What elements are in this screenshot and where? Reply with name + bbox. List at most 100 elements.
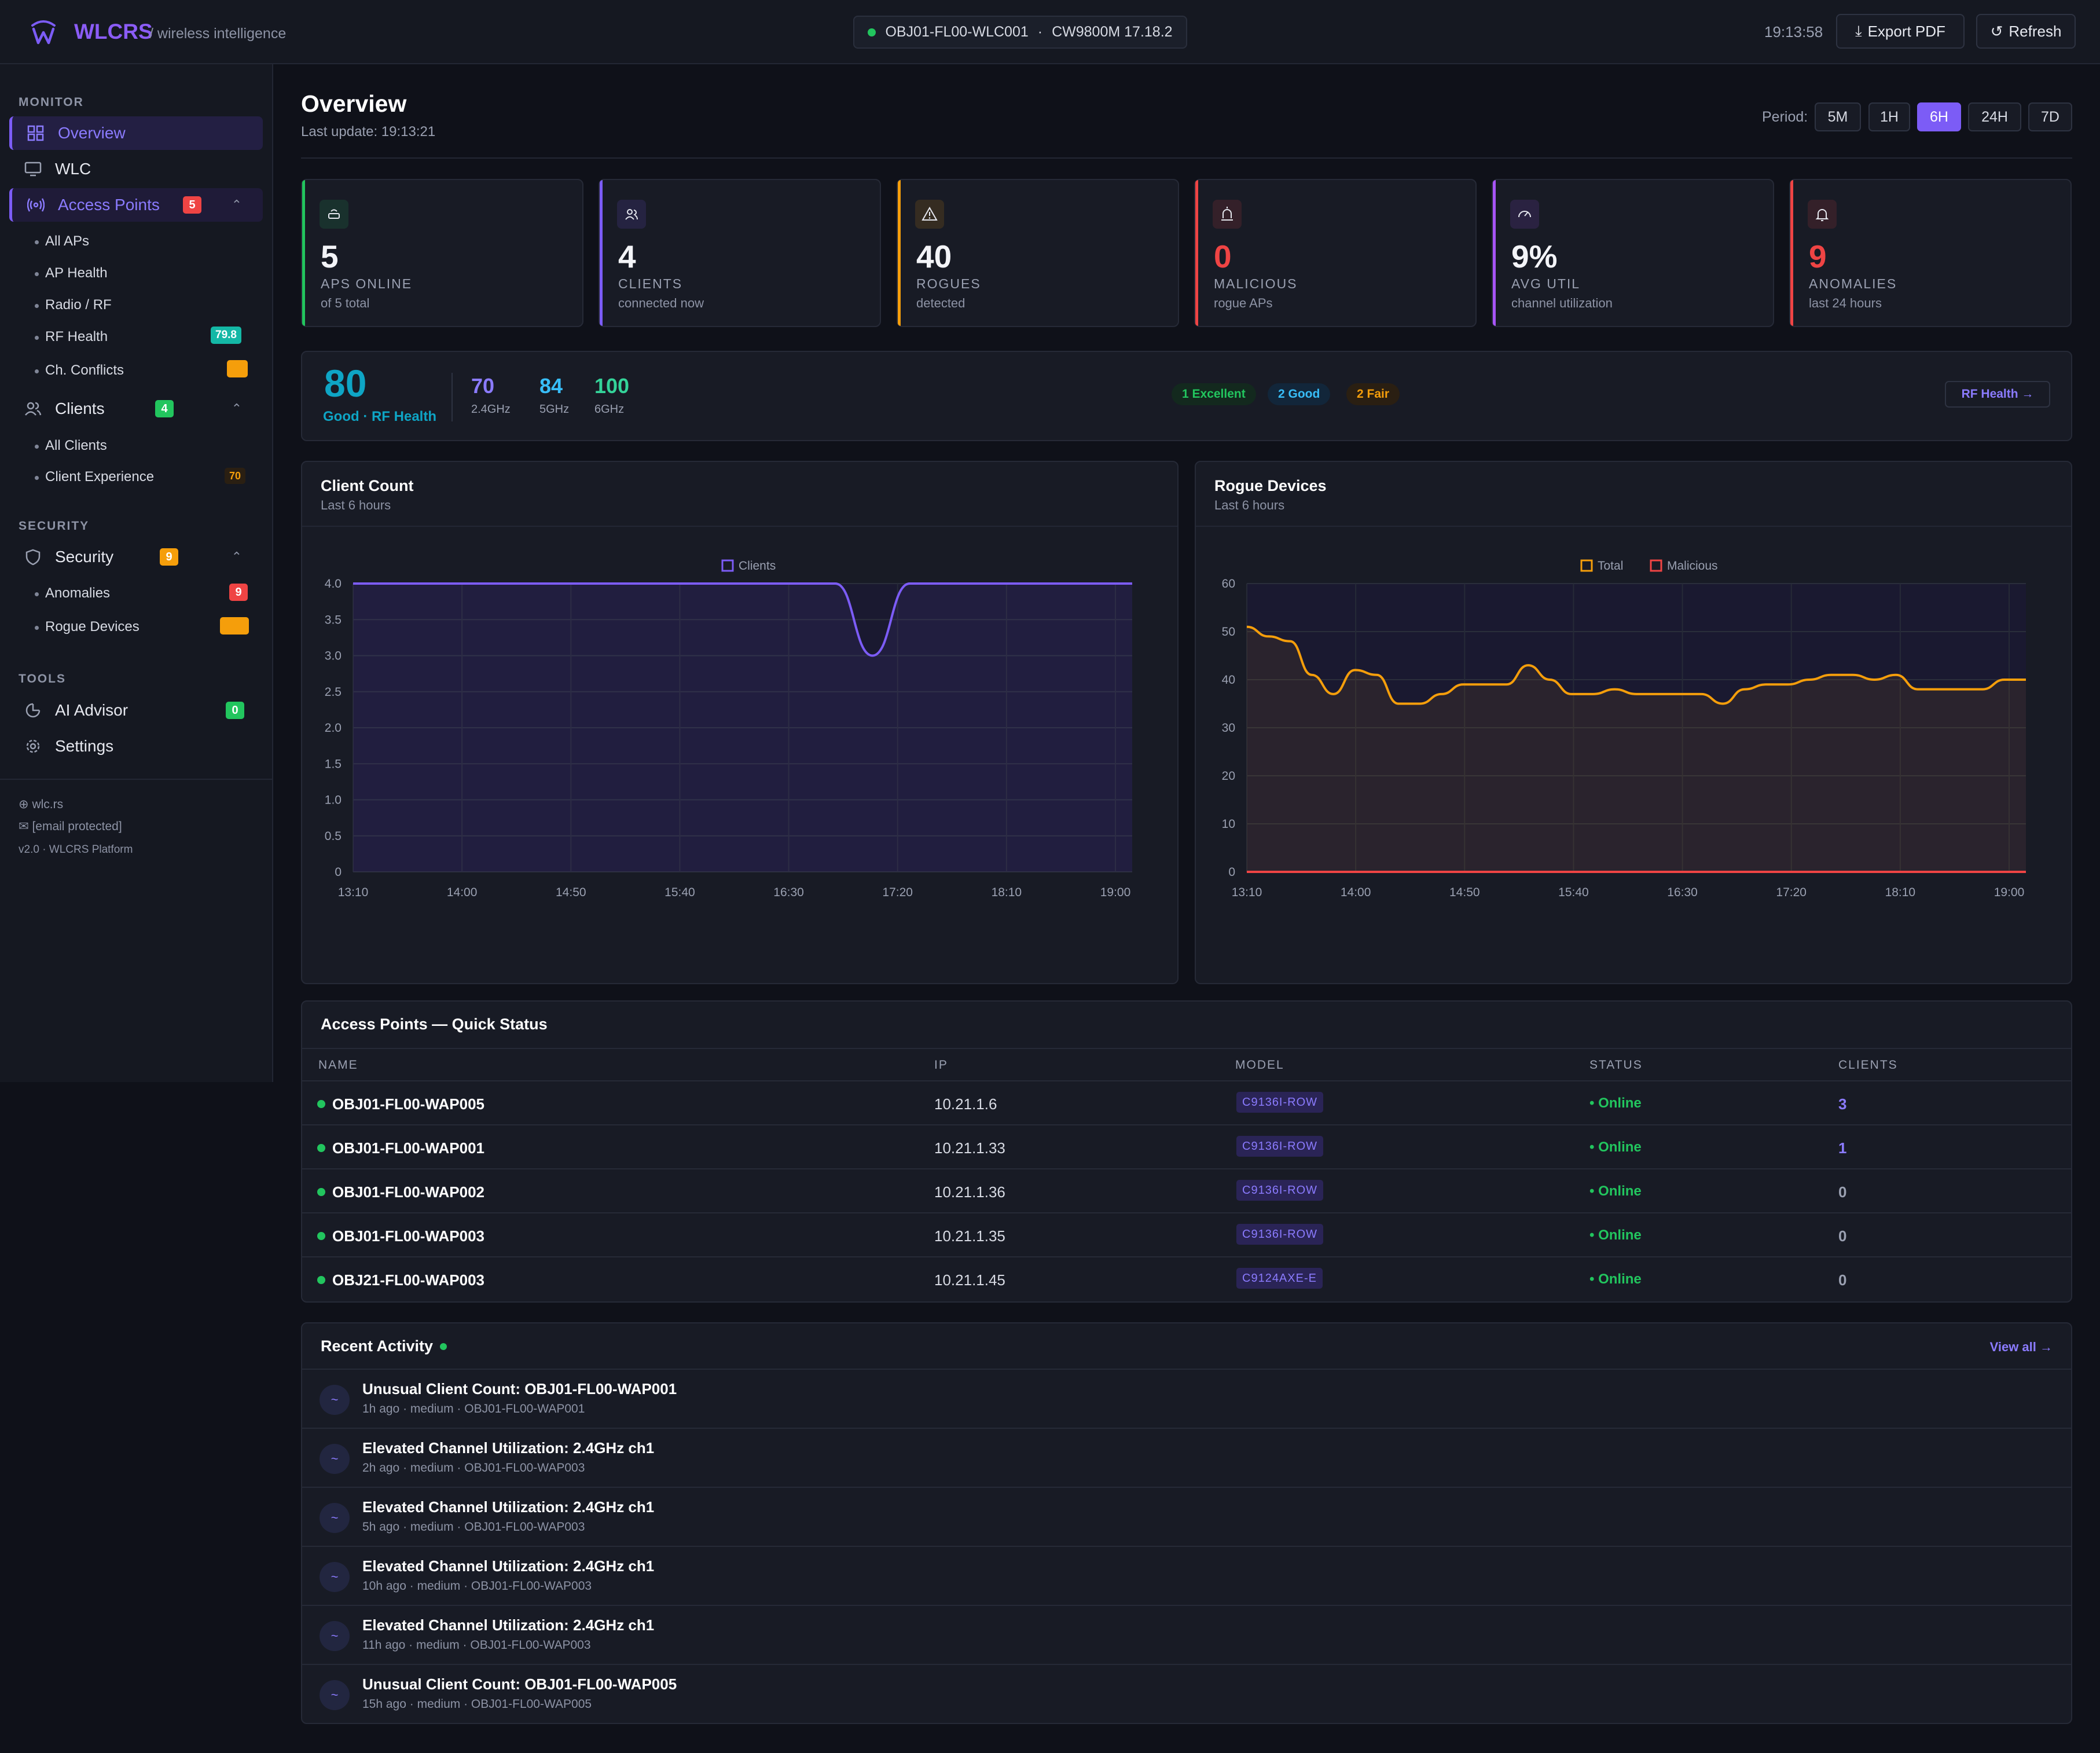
controller-selector[interactable]: OBJ01-FL00-WLC001 · CW9800M 17.18.2 (853, 16, 1187, 49)
rf-score: 80 (324, 362, 367, 405)
stat-card-malicious[interactable]: 0 MALICIOUS rogue APs (1194, 179, 1477, 327)
sidebar-item-overview[interactable]: Overview (9, 116, 263, 150)
period-1h[interactable]: 1H (1868, 102, 1910, 131)
activity-item[interactable]: ~ Elevated Channel Utilization: 2.4GHz ch… (302, 1487, 2071, 1546)
card-value: 9 (1809, 239, 1827, 274)
ap-name[interactable]: OBJ01-FL00-WAP005 (332, 1095, 484, 1113)
col-model[interactable]: MODEL (1235, 1058, 1284, 1072)
bell-icon (1808, 200, 1837, 229)
stat-card-clients[interactable]: 4 CLIENTS connected now (599, 179, 881, 327)
ap-status: • Online (1589, 1271, 1642, 1287)
card-subtitle: channel utilization (1511, 296, 1613, 310)
sidebar-sub-radio-rf[interactable]: Radio / RF (35, 297, 112, 313)
activity-item[interactable]: ~ Unusual Client Count: OBJ01-FL00-WAP001… (302, 1369, 2071, 1428)
col-status[interactable]: STATUS (1589, 1058, 1643, 1072)
chevron-up-icon[interactable]: ⌃ (231, 401, 242, 416)
ap-clients: 0 (1838, 1183, 1847, 1201)
period-6h[interactable]: 6H (1917, 102, 1961, 131)
period-5m[interactable]: 5M (1815, 102, 1861, 131)
x-tick-label: 15:40 (1558, 886, 1589, 899)
rf-health-link[interactable]: RF Health → (1945, 381, 2050, 408)
rf-band-label: 5GHz (539, 403, 570, 416)
ap-name[interactable]: OBJ01-FL00-WAP003 (332, 1227, 484, 1245)
ap-name[interactable]: OBJ01-FL00-WAP002 (332, 1183, 484, 1201)
ap-model-badge: C9124AXE-E (1236, 1268, 1323, 1289)
monitor-icon (24, 162, 42, 177)
series-area (1247, 626, 2026, 872)
period-7d[interactable]: 7D (2028, 102, 2072, 131)
ap-model-badge: C9136I-ROW (1236, 1224, 1324, 1245)
sidebar-item-security[interactable]: Security 9 ⌃ (9, 540, 263, 574)
table-row[interactable]: OBJ01-FL00-WAP003 10.21.1.35 C9136I-ROW • O… (302, 1212, 2071, 1256)
activity-meta: 1h ago · medium · OBJ01-FL00-WAP001 (362, 1402, 585, 1415)
chevron-up-icon[interactable]: ⌃ (231, 549, 242, 564)
footer-site[interactable]: ⊕ wlc.rs (19, 797, 63, 812)
controller-name: OBJ01-FL00-WLC001 (885, 24, 1029, 40)
activity-item[interactable]: ~ Elevated Channel Utilization: 2.4GHz ch… (302, 1428, 2071, 1487)
ap-name[interactable]: OBJ21-FL00-WAP003 (332, 1271, 484, 1289)
footer-site-text: wlc.rs (32, 798, 64, 811)
footer-email[interactable]: ✉ [email protected] (19, 819, 122, 834)
activity-item[interactable]: ~ Unusual Client Count: OBJ01-FL00-WAP005… (302, 1664, 2071, 1723)
sidebar-item-ai-advisor[interactable]: AI Advisor 0 (9, 694, 263, 727)
table-row[interactable]: OBJ01-FL00-WAP002 10.21.1.36 C9136I-ROW • O… (302, 1168, 2071, 1212)
rf-pill-excellent: 1 Excellent (1172, 383, 1256, 405)
activity-item[interactable]: ~ Elevated Channel Utilization: 2.4GHz ch… (302, 1546, 2071, 1605)
access-points-badge: 5 (183, 196, 201, 214)
chevron-up-icon[interactable]: ⌃ (231, 197, 242, 212)
table-row[interactable]: OBJ21-FL00-WAP003 10.21.1.45 C9124AXE-E • O… (302, 1256, 2071, 1300)
y-tick-label: 10 (1222, 817, 1235, 831)
col-ip[interactable]: IP (934, 1058, 948, 1072)
stat-card-anomalies[interactable]: 9 ANOMALIES last 24 hours (1789, 179, 2072, 327)
x-tick-label: 16:30 (1667, 886, 1698, 899)
sidebar-sub-ch-conflicts[interactable]: Ch. Conflicts (34, 362, 124, 378)
panel-divider (1196, 526, 2071, 527)
ai-advisor-badge: 0 (226, 702, 244, 719)
rf-score-label: Good · RF Health (323, 409, 436, 424)
sidebar-divider (0, 779, 272, 780)
sidebar-sub-ap-health[interactable]: AP Health (35, 265, 108, 281)
legend-label: Clients (739, 559, 776, 573)
period-24h[interactable]: 24H (1968, 102, 2021, 131)
ap-quick-status-panel: Access Points — Quick Status (301, 1000, 2072, 1303)
sidebar-sub-anomalies[interactable]: Anomalies (34, 585, 111, 601)
ap-clients: 0 (1838, 1227, 1847, 1245)
col-name[interactable]: NAME (318, 1058, 358, 1072)
sidebar-item-wlc[interactable]: WLC (9, 152, 263, 186)
export-pdf-button[interactable]: ⤓ Export PDF (1836, 14, 1965, 49)
table-row[interactable]: OBJ01-FL00-WAP005 10.21.1.6 C9136I-ROW • On… (302, 1080, 2071, 1124)
stat-card-avg-util[interactable]: 9% AVG UTIL channel utilization (1492, 179, 1774, 327)
activity-meta: 15h ago · medium · OBJ01-FL00-WAP005 (362, 1697, 592, 1711)
sidebar-item-settings[interactable]: Settings (9, 729, 263, 763)
sidebar-sub-rf-health[interactable]: RF Health (34, 329, 108, 344)
stat-card-rogues[interactable]: 40 ROGUES detected (897, 179, 1179, 327)
ap-name[interactable]: OBJ01-FL00-WAP001 (332, 1139, 484, 1157)
ch-conflicts-badge (227, 360, 248, 377)
table-row[interactable]: OBJ01-FL00-WAP001 10.21.1.33 C9136I-ROW • O… (302, 1124, 2071, 1168)
legend-label: Malicious (1667, 559, 1718, 573)
sidebar-sub-rogue-devices[interactable]: Rogue Devices (35, 619, 139, 635)
ap-clients: 3 (1838, 1095, 1847, 1113)
card-label: MALICIOUS (1214, 276, 1298, 291)
sidebar-item-clients[interactable]: Clients 4 ⌃ (9, 392, 263, 426)
y-tick-label: 0 (1228, 866, 1235, 879)
brand-name[interactable]: WLCRS (74, 20, 153, 43)
activity-item[interactable]: ~ Elevated Channel Utilization: 2.4GHz ch… (302, 1605, 2071, 1664)
view-all-link[interactable]: View all → (1989, 1340, 2053, 1354)
card-label: ANOMALIES (1809, 276, 1897, 291)
x-tick-label: 14:00 (1341, 886, 1371, 899)
sidebar-sub-all-aps[interactable]: All APs (34, 233, 90, 249)
y-tick-label: 2.0 (325, 721, 342, 735)
anomalies-badge: 9 (229, 584, 248, 601)
stat-card-aps-online[interactable]: 5 APS ONLINE of 5 total (301, 179, 583, 327)
col-clients[interactable]: CLIENTS (1838, 1058, 1898, 1072)
status-dot (317, 1100, 325, 1108)
sidebar-sub-client-experience[interactable]: Client Experience (34, 469, 155, 485)
card-accent-bar (1195, 180, 1198, 326)
client-chart-title: Client Count (321, 477, 414, 494)
x-tick-label: 16:30 (773, 886, 804, 899)
sidebar-sub-all-clients[interactable]: All Clients (35, 438, 107, 453)
sidebar-item-access-points[interactable]: Access Points 5 ⌃ (9, 188, 263, 222)
x-tick-label: 19:00 (1994, 886, 2025, 899)
refresh-button[interactable]: ↺ Refresh (1976, 14, 2076, 49)
